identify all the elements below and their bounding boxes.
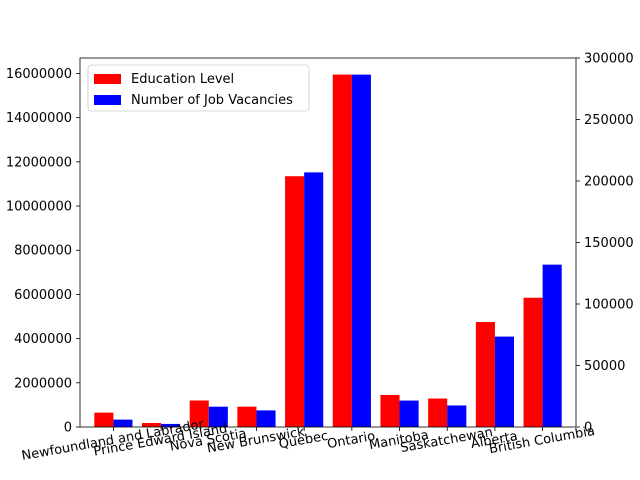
left-axis-tick-label: 4000000 xyxy=(14,332,72,347)
left-axis-tick-label: 16000000 xyxy=(6,67,72,82)
legend: Education Level Number of Job Vacancies xyxy=(87,64,310,112)
bar-job-vacancies-2 xyxy=(208,406,228,427)
legend-label: Number of Job Vacancies xyxy=(131,93,293,108)
bar-job-vacancies-3 xyxy=(256,410,276,427)
left-axis-tick-label: 6000000 xyxy=(14,288,72,303)
bar-education-level-8 xyxy=(475,322,495,427)
left-axis-tick-label: 14000000 xyxy=(6,111,72,126)
left-axis-tick-label: 12000000 xyxy=(6,155,72,170)
left-axis-tick-label: 8000000 xyxy=(14,244,72,259)
bar-education-level-2 xyxy=(189,400,209,427)
bar-job-vacancies-7 xyxy=(447,405,467,427)
right-axis-tick-label: 50000 xyxy=(584,359,625,374)
bar-education-level-6 xyxy=(380,394,400,427)
right-axis-tick-label: 250000 xyxy=(584,113,634,128)
bar-education-level-4 xyxy=(285,176,305,427)
x-axis-tick-label: British Columbia xyxy=(488,424,596,457)
bar-education-level-1 xyxy=(142,423,162,427)
bar-job-vacancies-4 xyxy=(304,172,324,427)
left-axis-tick-label: 10000000 xyxy=(6,200,72,215)
bar-education-level-5 xyxy=(332,74,352,427)
left-axis-tick-label: 2000000 xyxy=(14,376,72,391)
legend-box xyxy=(87,64,310,112)
bar-job-vacancies-5 xyxy=(351,74,371,428)
bar-job-vacancies-6 xyxy=(399,400,419,427)
bar-education-level-7 xyxy=(428,398,448,427)
bar-job-vacancies-1 xyxy=(161,423,181,427)
bar-job-vacancies-9 xyxy=(542,264,562,427)
bar-education-level-3 xyxy=(237,406,257,427)
bar-job-vacancies-8 xyxy=(494,336,514,427)
bar-education-level-9 xyxy=(523,297,543,427)
left-axis-tick-label: 0 xyxy=(64,421,72,436)
right-axis-tick-label: 100000 xyxy=(584,298,634,313)
legend-swatch-education-level xyxy=(94,74,121,84)
legend-swatch-job-vacancies xyxy=(94,95,121,105)
bars-layer xyxy=(94,74,562,428)
right-axis-tick-label: 200000 xyxy=(584,175,634,190)
legend-label: Education Level xyxy=(131,72,234,87)
right-axis-tick-label: 150000 xyxy=(584,236,634,251)
bar-education-level-0 xyxy=(94,412,114,427)
right-axis-tick-label: 0 xyxy=(584,421,592,436)
bar-job-vacancies-0 xyxy=(113,419,133,427)
right-axis-tick-label: 300000 xyxy=(584,52,634,67)
